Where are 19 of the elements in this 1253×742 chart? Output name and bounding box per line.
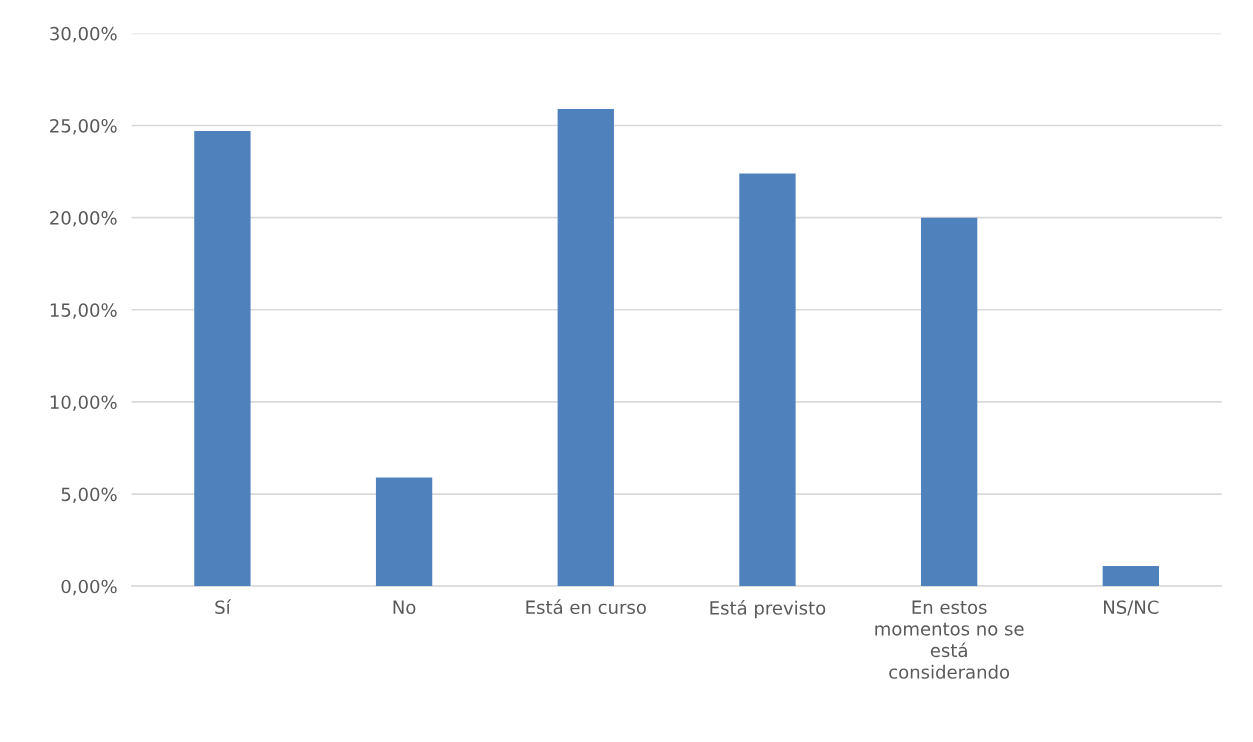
bar xyxy=(375,477,433,587)
y-tick-label: 30,00% xyxy=(50,26,117,43)
bar xyxy=(194,131,251,587)
bar xyxy=(1102,565,1159,587)
x-tick-label: NS/NC xyxy=(1104,600,1159,616)
x-tick-label: En estos momentos no se está considerando xyxy=(875,600,1024,679)
y-tick-label: 20,00% xyxy=(50,211,117,227)
x-tick-label: Está en curso xyxy=(526,599,646,615)
bar xyxy=(557,108,614,587)
y-tick-label: 0,00% xyxy=(61,579,117,596)
y-tick-label: 15,00% xyxy=(50,303,117,319)
y-tick-label: 10,00% xyxy=(50,395,117,411)
bar xyxy=(920,217,978,587)
bar xyxy=(739,173,796,587)
x-tick-label: Sí xyxy=(215,599,232,615)
y-tick-label: 5,00% xyxy=(61,487,117,504)
x-tick-label: No xyxy=(393,600,416,615)
y-tick-label: 25,00% xyxy=(50,118,117,135)
x-tick-label: Está previsto xyxy=(710,600,826,619)
